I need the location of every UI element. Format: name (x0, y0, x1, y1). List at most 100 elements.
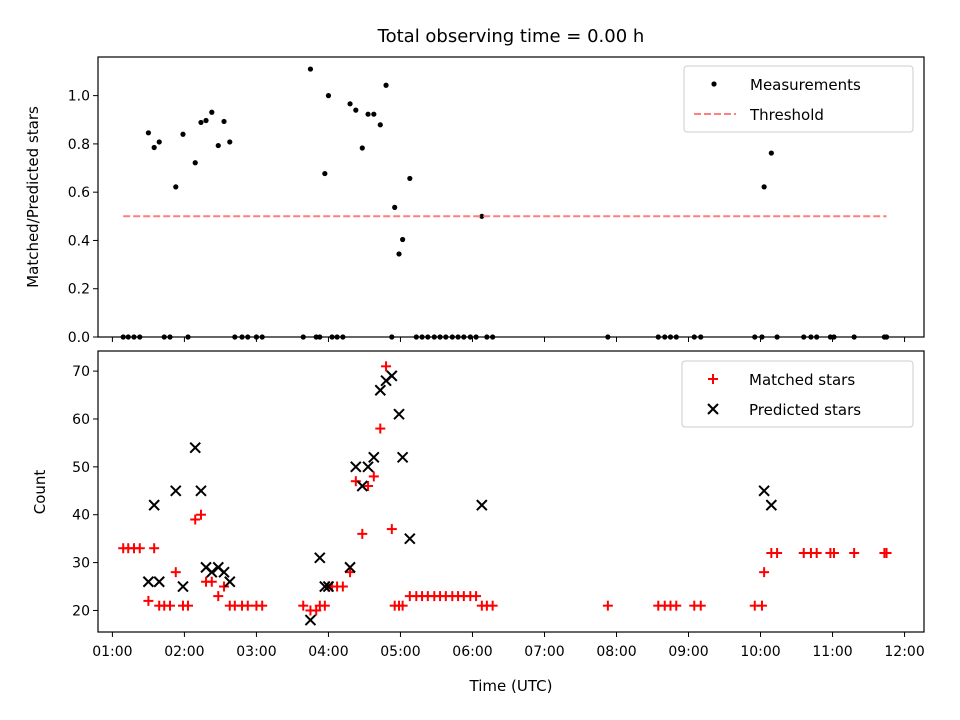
top-legend-box (683, 65, 914, 133)
matched-star-point (170, 567, 181, 578)
bottom-x-ticks: 01:00 02:00 03:00 04:00 05:00 06:00 07:00 08:00… (92, 632, 925, 660)
measurement-point (371, 111, 377, 117)
top-y-tick: 0.4 (68, 233, 98, 249)
matched-star-point (242, 600, 253, 611)
matched-star-point (134, 543, 145, 554)
matched-star-point (350, 476, 361, 487)
measurement-point (180, 131, 186, 137)
top-marks (120, 66, 890, 340)
bottom-x-tick-label: 08:00 (596, 644, 636, 660)
bottom-y-tick-label: 20 (72, 603, 90, 619)
predicted-star-point (362, 461, 374, 473)
predicted-star-point (386, 370, 398, 382)
measurement-point (173, 184, 179, 190)
bottom-y-tick: 60 (72, 412, 98, 428)
legend-predicted-marker (707, 403, 719, 415)
top-x-ticks (111, 337, 906, 342)
predicted-star-point (476, 499, 488, 511)
bottom-x-tick: 09:00 (668, 632, 709, 660)
measurement-point (768, 150, 774, 156)
matched-star-point (756, 600, 767, 611)
bottom-y-tick: 70 (72, 364, 98, 380)
matched-star-point (257, 600, 268, 611)
matched-star-point (759, 567, 770, 578)
measurement-point (322, 170, 328, 177)
bottom-y-tick-label: 70 (72, 364, 90, 380)
matched-star-point (602, 600, 613, 611)
top-y-tick: 0.2 (68, 282, 98, 298)
bottom-y-axis-label: Count (31, 470, 49, 515)
predicted-star-point (148, 499, 160, 511)
predicted-star-point (170, 485, 182, 497)
bottom-marks (118, 361, 892, 626)
bottom-x-tick-label: 11:00 (812, 644, 852, 660)
measurement-point (215, 142, 221, 149)
predicted-star-point (177, 580, 189, 593)
bottom-x-tick-label: 06:00 (452, 644, 492, 660)
matched-star-point (165, 600, 176, 611)
measurement-point (365, 111, 371, 117)
measurement-point (203, 117, 209, 124)
matched-star-point (357, 528, 368, 539)
predicted-star-point (153, 576, 165, 588)
predicted-star-point (404, 532, 416, 545)
bottom-x-tick: 08:00 (596, 632, 637, 660)
measurement-point (198, 119, 204, 126)
bottom-x-tick: 03:00 (236, 632, 277, 660)
legend-matched-label: Matched stars (749, 371, 855, 389)
predicted-star-point (368, 451, 380, 463)
measurement-point (761, 184, 767, 190)
matched-star-point (219, 581, 230, 592)
measurement-point (307, 66, 314, 72)
top-y-tick: 0.8 (68, 137, 98, 153)
measurement-point (377, 122, 383, 128)
bottom-x-tick-label: 10:00 (740, 644, 780, 660)
top-y-tick-label: 0.8 (68, 137, 90, 153)
predicted-star-point (374, 384, 387, 396)
measurement-point (392, 204, 398, 210)
matched-star-point (471, 591, 482, 602)
predicted-star-point (142, 576, 155, 588)
matched-star-point (695, 600, 706, 611)
predicted-star-point (195, 485, 207, 497)
measurement-point (479, 213, 485, 219)
predicted-star-point (396, 451, 409, 463)
predicted-star-point (758, 485, 770, 497)
bottom-panel: 20 30 40 50 60 70 01:00 02:00 03:00 04:00 05:00 06… (31, 350, 925, 695)
top-panel: 0.0 0.2 0.4 0.6 0.8 1.0 Matched/Predicted sta… (24, 56, 925, 346)
legend-measurements-label: Measurements (750, 76, 861, 94)
measurement-point (227, 139, 233, 145)
matched-star-point (671, 600, 682, 611)
chart-title: Total observing time = 0.00 h (377, 26, 645, 47)
bottom-x-tick: 07:00 (524, 632, 565, 660)
predicted-star-point (322, 580, 335, 593)
top-y-axis-label: Matched/Predicted stars (24, 106, 42, 288)
measurement-point (383, 82, 389, 88)
bottom-legend: Matched stars Predicted stars (681, 360, 914, 428)
measurement-point (151, 144, 157, 151)
bottom-y-tick: 50 (72, 460, 98, 476)
matched-star-point (363, 480, 374, 491)
bottom-x-tick-label: 12:00 (884, 644, 924, 660)
bottom-y-ticks: 20 30 40 50 60 70 (72, 364, 98, 619)
bottom-y-tick-label: 30 (72, 556, 90, 572)
measurement-point (407, 175, 413, 182)
bottom-x-tick: 11:00 (812, 632, 853, 660)
matched-star-point (345, 567, 356, 578)
legend-predicted-label: Predicted stars (749, 401, 861, 419)
predicted-star-point (206, 566, 218, 578)
matched-star-point (298, 600, 309, 611)
matched-star-point (881, 548, 892, 559)
matched-star-point (183, 600, 194, 611)
bottom-x-tick-label: 09:00 (668, 644, 708, 660)
matched-star-point (397, 600, 408, 611)
bottom-x-tick: 02:00 (164, 632, 205, 660)
bottom-x-tick: 10:00 (740, 632, 781, 660)
legend-threshold-label: Threshold (749, 106, 824, 124)
predicted-star-point (344, 561, 356, 574)
top-y-tick-label: 0.4 (68, 233, 90, 249)
measurement-point (347, 101, 353, 107)
predicted-star-point (765, 499, 778, 511)
